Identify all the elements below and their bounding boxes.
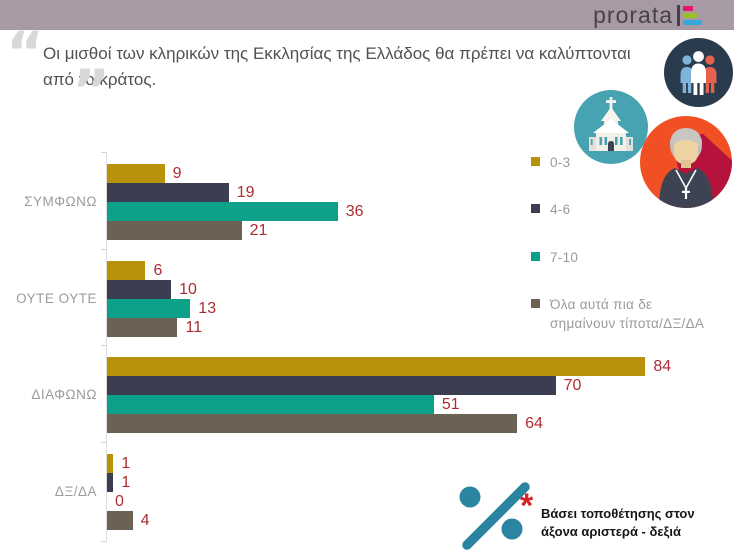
logo-bar-cyan: [683, 19, 702, 25]
people-group-icon: [664, 38, 733, 107]
value-label: 9: [172, 165, 182, 182]
bar-segment: [107, 414, 518, 433]
bar-segment: [107, 164, 165, 183]
value-label: 1: [121, 455, 131, 472]
axis-tick: [101, 442, 106, 443]
close-quote-icon: ”: [72, 57, 111, 125]
y-axis-line: [106, 152, 107, 542]
legend-label: Όλα αυτά πια δε σημαίνουν τίποτα/ΔΞ/ΔΑ: [550, 297, 705, 331]
bar-segment: [107, 299, 191, 318]
legend-item: 4-6: [531, 200, 570, 219]
legend-label: 4-6: [550, 202, 571, 217]
value-label: 6: [153, 262, 163, 279]
bar-segment: [107, 473, 114, 492]
legend-item: 7-10: [531, 248, 578, 267]
category-label: ΔΞ/ΔΑ: [54, 484, 97, 499]
value-label: 70: [563, 377, 582, 394]
axis-tick: [101, 541, 106, 542]
legend-swatch-icon: [531, 299, 540, 308]
value-label: 19: [236, 184, 255, 201]
bar-segment: [107, 280, 172, 299]
question-text: Οι μισθοί των κληρικών της Εκκλησίας της…: [43, 44, 631, 90]
legend-label: 7-10: [550, 250, 579, 265]
prorata-logo: prorata: [593, 2, 702, 28]
header-bar: prorata: [0, 0, 734, 30]
category-label: ΣΥΜΦΩΝΩ: [24, 194, 97, 209]
bar-segment: [107, 318, 178, 337]
open-quote-icon: “: [6, 19, 45, 87]
asterisk-icon: *: [520, 487, 534, 525]
footnote-text: Βάσει τοποθέτησης στον άξονα αριστερά - …: [541, 506, 695, 539]
prorata-logo-icon: [677, 4, 702, 26]
legend-item: 0-3: [531, 153, 570, 172]
value-label: 51: [441, 396, 460, 413]
bar-segment: [107, 395, 434, 414]
value-label: 11: [185, 319, 203, 336]
logo-vertical-bar: [677, 4, 680, 26]
bar-segment: [107, 221, 242, 240]
value-label: 1: [121, 474, 131, 491]
value-label: 10: [179, 281, 197, 298]
logo-text: prorata: [593, 1, 673, 28]
value-label: 21: [249, 222, 268, 239]
axis-tick: [101, 152, 106, 153]
bar-segment: [107, 454, 114, 473]
legend-item: Όλα αυτά πια δε σημαίνουν τίποτα/ΔΞ/ΔΑ: [531, 295, 710, 333]
legend-swatch-icon: [531, 204, 540, 213]
logo-bar-pink: [683, 5, 693, 11]
value-label: 36: [345, 203, 364, 220]
axis-tick: [101, 249, 106, 250]
logo-bar-green: [683, 12, 697, 18]
bar-segment: [107, 202, 338, 221]
percent-icon: [459, 482, 530, 550]
bar-segment: [107, 376, 556, 395]
bar-segment: [107, 511, 133, 530]
category-label: ΟΥΤΕ ΟΥΤΕ: [16, 291, 97, 306]
bar-segment: [107, 261, 146, 280]
value-label: 13: [198, 300, 217, 317]
priest-icon: [640, 116, 732, 208]
category-label: ΔΙΑΦΩΝΩ: [31, 387, 97, 402]
value-label: 4: [140, 512, 150, 529]
bar-chart: ΣΥΜΦΩΝΩ 9 19 36 21 ΟΥΤΕ ΟΥΤΕ 6 10 13 11 ΔΙΑΦΩΝΩ 84 7…: [0, 152, 734, 551]
axis-tick: [101, 345, 106, 346]
church-icon: [574, 90, 648, 164]
value-label: 64: [525, 415, 543, 432]
value-label: 84: [653, 358, 672, 375]
value-label: 0: [115, 493, 124, 510]
legend-label: 0-3: [550, 155, 571, 170]
bar-segment: [107, 357, 646, 376]
bar-segment: [107, 183, 229, 202]
legend-swatch-icon: [531, 252, 540, 261]
legend-swatch-icon: [531, 157, 540, 166]
